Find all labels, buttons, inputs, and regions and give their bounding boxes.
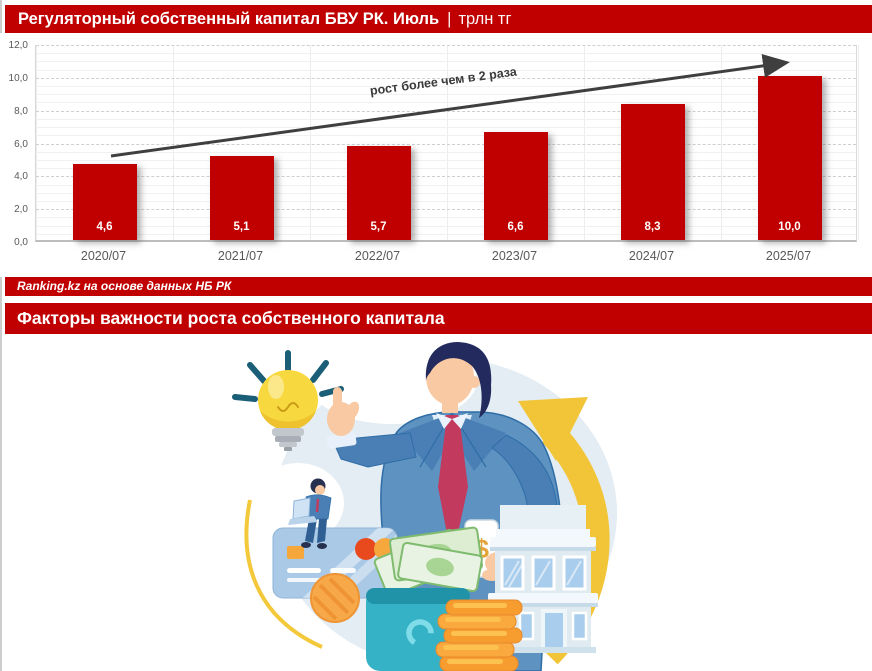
gridline <box>36 159 856 161</box>
chart-unit-label: трлн тг <box>458 10 512 28</box>
category-separator <box>858 45 859 240</box>
bar-value-label: 8,3 <box>644 221 661 233</box>
x-tick-label: 2023/07 <box>491 249 538 263</box>
gridline <box>36 200 856 202</box>
chart-title: Регуляторный собственный капитал БВУ РК.… <box>18 10 440 28</box>
bank-building-icon <box>488 505 598 653</box>
bar-value-label: 4,6 <box>96 221 113 233</box>
illustration: $ <box>0 335 872 671</box>
source-text: Ranking.kz на основе данных НБ РК <box>17 279 232 293</box>
yellow-arc <box>244 499 323 649</box>
plot-area: рост более чем в 2 раза 4,6 5,1 5,7 6,6 8,3 1… <box>35 45 859 242</box>
gridline <box>36 233 856 235</box>
section-title: Факторы важности роста собственного капи… <box>17 308 445 328</box>
x-tick-label: 2024/07 <box>628 249 675 263</box>
y-tick-label: 6,0 <box>14 138 28 150</box>
source-bar: Ranking.kz на основе данных НБ РК <box>5 277 872 296</box>
coin-stripes <box>312 577 356 621</box>
coin-stack-icon <box>435 599 523 671</box>
y-tick-label: 0,0 <box>14 237 28 248</box>
gridline <box>36 53 856 55</box>
y-axis: 0,0 2,0 4,0 6,0 8,0 10,0 12,0 <box>0 40 30 248</box>
category-separator <box>310 45 311 240</box>
y-tick-label: 12,0 <box>8 40 28 51</box>
x-tick-label: 2020/07 <box>80 249 127 263</box>
bar-value-label: 5,7 <box>370 221 387 233</box>
x-tick-label: 2025/07 <box>765 249 812 263</box>
gridline <box>36 69 856 71</box>
gridline <box>36 151 856 153</box>
section-title-bar: Факторы важности роста собственного капи… <box>5 303 872 334</box>
gridline <box>36 118 856 120</box>
category-separator <box>721 45 722 240</box>
gridline <box>36 192 856 194</box>
gridline <box>36 127 856 129</box>
y-tick-label: 4,0 <box>14 171 28 183</box>
gridline <box>36 225 856 227</box>
gridline <box>36 209 856 211</box>
bar-value-label: 10,0 <box>778 221 801 233</box>
idea-lightbulb-icon <box>232 350 344 451</box>
title-separator: | <box>447 10 452 28</box>
category-separator <box>36 45 37 240</box>
gridline <box>36 143 856 145</box>
person-with-laptop <box>288 478 332 549</box>
bar-value-label: 5,1 <box>233 221 250 233</box>
category-separator <box>584 45 585 240</box>
gridline <box>36 184 856 186</box>
bar-2025/07: 10,0 <box>757 75 822 240</box>
left-edge-line <box>0 0 2 671</box>
y-tick-label: 2,0 <box>14 204 28 216</box>
bar-2022/07: 5,7 <box>346 146 411 240</box>
x-tick-label: 2021/07 <box>217 249 264 263</box>
gridline <box>36 176 856 178</box>
bar-2021/07: 5,1 <box>209 156 274 240</box>
y-tick-label: 8,0 <box>14 105 28 117</box>
gridline <box>36 217 856 219</box>
gridline <box>36 45 856 46</box>
chart-title-bar: Регуляторный собственный капитал БВУ РК.… <box>5 5 872 33</box>
x-axis: 2020/07 2021/07 2022/07 2023/07 2024/07 2025/… <box>35 249 857 267</box>
bar-chart: 0,0 2,0 4,0 6,0 8,0 10,0 12,0 рост более чем в… <box>0 33 872 277</box>
y-tick-label: 10,0 <box>8 72 28 84</box>
gridline <box>36 61 856 63</box>
bar-2023/07: 6,6 <box>483 131 548 240</box>
bar-value-label: 6,6 <box>507 221 524 233</box>
bar-2024/07: 8,3 <box>620 103 685 240</box>
category-separator <box>173 45 174 240</box>
gridline <box>36 110 856 112</box>
bar-2020/07: 4,6 <box>72 164 137 240</box>
gridline <box>36 168 856 170</box>
x-tick-label: 2022/07 <box>354 249 401 263</box>
gridline <box>36 135 856 137</box>
gridline <box>36 94 856 96</box>
gridline <box>36 102 856 104</box>
